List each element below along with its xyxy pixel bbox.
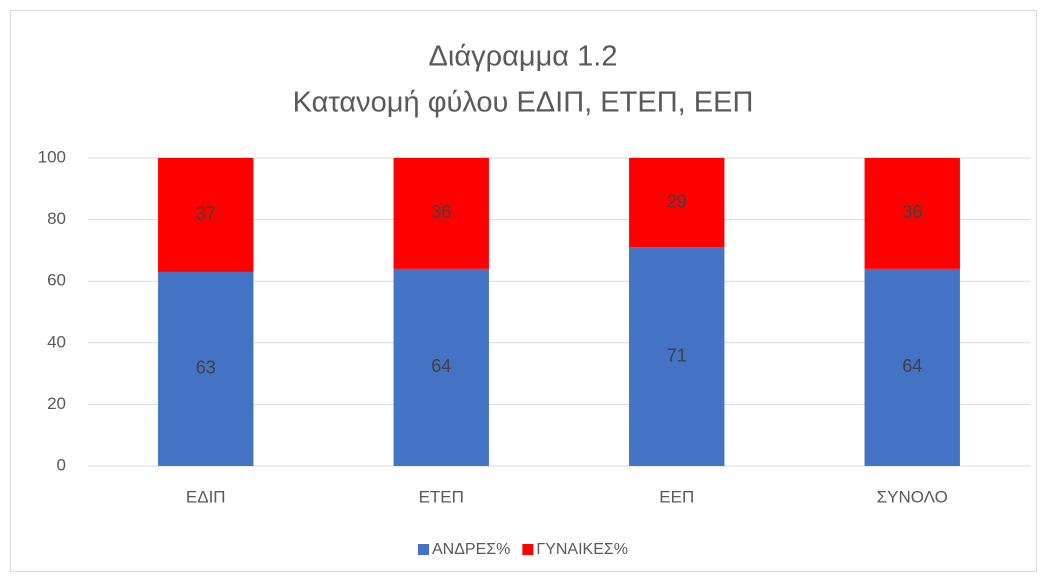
bar-segment <box>393 268 489 466</box>
data-label: 36 <box>902 202 922 222</box>
bar-segment <box>629 158 725 248</box>
data-label: 64 <box>431 356 451 376</box>
chart-title: Διάγραμμα 1.2 <box>429 41 618 73</box>
legend-swatch <box>418 544 429 555</box>
y-tick-label: 20 <box>47 394 66 413</box>
bar-segment <box>158 158 254 272</box>
data-label: 71 <box>667 345 687 365</box>
chart-subtitle: Κατανομή φύλου ΕΔΙΠ, ΕΤΕΠ, ΕΕΠ <box>293 87 754 119</box>
bar-segment <box>864 268 960 466</box>
legend-label: ΓΥΝΑΙΚΕΣ% <box>536 541 628 558</box>
legend-swatch <box>522 544 534 555</box>
y-tick-label: 100 <box>38 147 66 166</box>
x-tick-label: ΣΥΝΟΛΟ <box>877 487 948 506</box>
x-tick-label: ΕΕΠ <box>659 487 694 506</box>
bar-segment <box>629 247 725 466</box>
bar-segment <box>864 158 960 269</box>
data-label: 36 <box>431 202 451 222</box>
data-label: 29 <box>667 191 687 211</box>
bar-segment <box>158 271 254 466</box>
data-label: 37 <box>196 204 216 224</box>
y-tick-label: 0 <box>57 455 66 474</box>
bar-segment <box>393 158 489 269</box>
legend-label: ΑΝΔΡΕΣ% <box>432 541 510 558</box>
y-tick-label: 40 <box>47 332 66 351</box>
y-tick-label: 80 <box>47 209 66 228</box>
x-tick-label: ΕΔΙΠ <box>186 487 226 506</box>
y-tick-label: 60 <box>47 271 66 290</box>
x-tick-label: ΕΤΕΠ <box>419 487 464 506</box>
data-label: 63 <box>196 358 216 378</box>
data-label: 64 <box>902 356 922 376</box>
